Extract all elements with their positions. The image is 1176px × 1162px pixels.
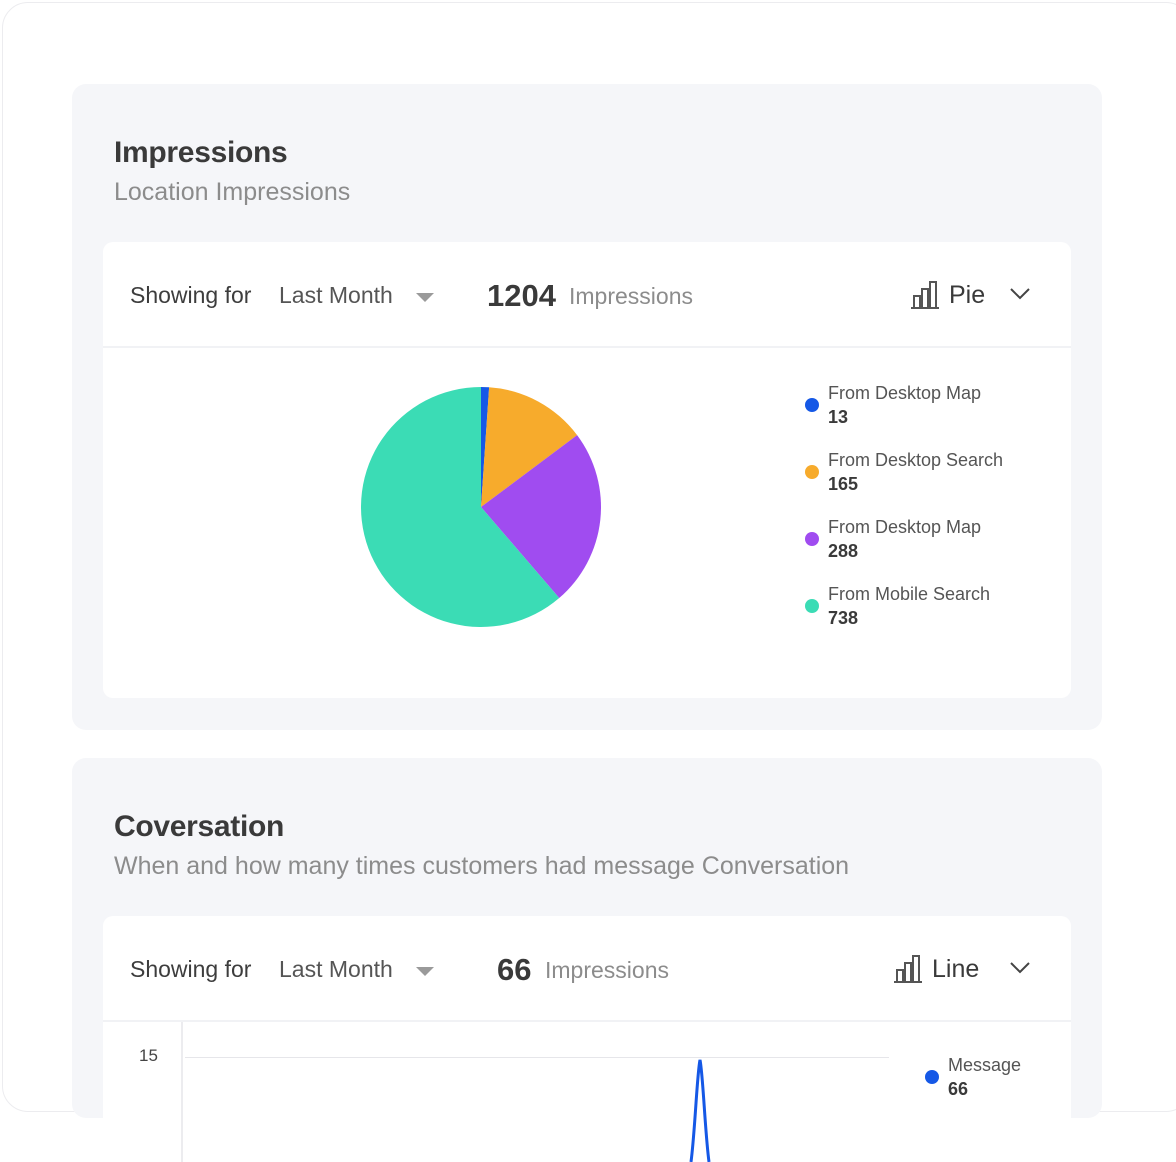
caret-down-icon[interactable] bbox=[416, 293, 434, 302]
pie-slice-2 bbox=[481, 435, 601, 599]
legend-label: Message bbox=[948, 1055, 1022, 1075]
legend-dot bbox=[805, 532, 819, 546]
legend-label: From Mobile Search bbox=[828, 584, 991, 604]
legend-dot bbox=[805, 599, 819, 613]
legend-value: 165 bbox=[828, 474, 859, 494]
impressions-subtitle: Location Impressions bbox=[114, 178, 351, 206]
showing-for-label: Showing for bbox=[130, 282, 252, 308]
chevron-down-icon[interactable] bbox=[1009, 286, 1031, 302]
conversation-card: Coversation When and how many times cust… bbox=[72, 758, 1102, 1162]
pie-legend: From Desktop Map 13 From Desktop Search … bbox=[803, 382, 1003, 650]
legend-value: 288 bbox=[828, 541, 859, 561]
bar-chart-icon bbox=[911, 281, 939, 309]
legend-value: 66 bbox=[948, 1079, 969, 1099]
pie-slice-1 bbox=[481, 387, 578, 507]
impressions-title: Impressions bbox=[114, 136, 288, 169]
legend-label: From Desktop Map bbox=[828, 517, 982, 537]
chart-type-label: Pie bbox=[949, 281, 986, 309]
legend-label: From Desktop Map bbox=[828, 383, 982, 403]
total-impressions-value: 1204 bbox=[487, 278, 556, 313]
legend-item: From Desktop Map 13 bbox=[803, 382, 1003, 449]
conversation-toolbar: Showing for Last Month 66 Impressions Li… bbox=[103, 916, 1071, 1022]
total-conversations-value: 66 bbox=[497, 952, 532, 987]
total-conversations-label: Impressions bbox=[545, 957, 669, 983]
conversation-title: Coversation bbox=[114, 810, 285, 843]
grid-line bbox=[185, 1057, 889, 1058]
legend-item: From Mobile Search 738 bbox=[803, 583, 1003, 650]
legend-value: 738 bbox=[828, 608, 859, 628]
chevron-down-icon[interactable] bbox=[1009, 960, 1031, 976]
series-line-message bbox=[689, 1059, 711, 1162]
chart-type-label: Line bbox=[932, 955, 980, 983]
legend-value: 13 bbox=[828, 407, 849, 427]
pie-chart bbox=[361, 387, 601, 627]
period-dropdown[interactable]: Last Month bbox=[279, 282, 393, 308]
impressions-toolbar: Showing for Last Month 1204 Impressions … bbox=[103, 242, 1071, 348]
pie-slice-3 bbox=[361, 387, 560, 627]
legend-label: From Desktop Search bbox=[828, 450, 1004, 470]
legend-item: From Desktop Search 165 bbox=[803, 449, 1003, 516]
conversation-panel: Showing for Last Month 66 Impressions Li… bbox=[103, 916, 1071, 1162]
line-chart: 15 Message 66 bbox=[103, 1022, 1071, 1162]
impressions-panel: Showing for Last Month 1204 Impressions … bbox=[103, 242, 1071, 698]
legend-item: From Desktop Map 288 bbox=[803, 516, 1003, 583]
period-dropdown[interactable]: Last Month bbox=[279, 956, 393, 982]
conversation-subtitle: When and how many times customers had me… bbox=[114, 852, 850, 880]
showing-for-label: Showing for bbox=[130, 956, 252, 982]
total-impressions-label: Impressions bbox=[569, 283, 693, 309]
impressions-card: Impressions Location Impressions Showing… bbox=[72, 84, 1102, 730]
bar-chart-icon bbox=[894, 955, 922, 983]
y-tick-label: 15 bbox=[139, 1046, 158, 1065]
legend-dot bbox=[805, 465, 819, 479]
legend-dot bbox=[925, 1070, 939, 1084]
legend-dot bbox=[805, 398, 819, 412]
caret-down-icon[interactable] bbox=[416, 967, 434, 976]
pie-slice-0 bbox=[481, 387, 490, 507]
